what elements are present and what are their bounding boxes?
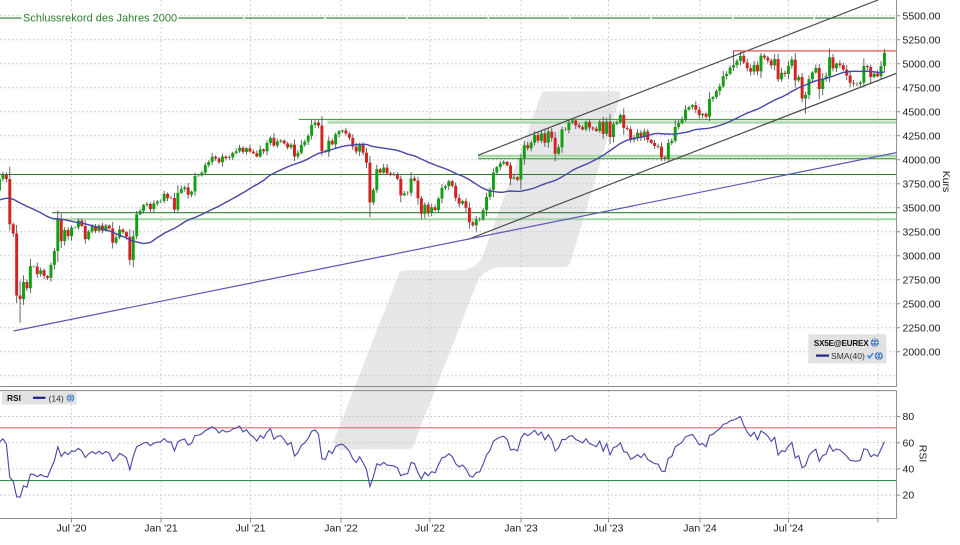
svg-text:Jul '20: Jul '20 bbox=[56, 523, 86, 535]
svg-text:4250.00: 4250.00 bbox=[903, 130, 941, 142]
svg-text:Kurs: Kurs bbox=[940, 171, 952, 193]
svg-text:RSI: RSI bbox=[7, 393, 21, 403]
svg-text:2500.00: 2500.00 bbox=[903, 298, 941, 310]
svg-text:2250.00: 2250.00 bbox=[903, 322, 941, 334]
svg-text:3500.00: 3500.00 bbox=[903, 202, 941, 214]
svg-text:Jan '23: Jan '23 bbox=[504, 523, 538, 535]
svg-text:Jul '24: Jul '24 bbox=[773, 523, 803, 535]
svg-text:20: 20 bbox=[903, 490, 915, 502]
svg-text:Jan '24: Jan '24 bbox=[683, 523, 717, 535]
svg-text:Jul '21: Jul '21 bbox=[235, 523, 265, 535]
svg-text:Jan '22: Jan '22 bbox=[324, 523, 358, 535]
svg-text:4750.00: 4750.00 bbox=[903, 82, 941, 94]
svg-text:40: 40 bbox=[903, 464, 915, 476]
svg-text:Jul '22: Jul '22 bbox=[415, 523, 445, 535]
svg-text:5250.00: 5250.00 bbox=[903, 34, 941, 46]
svg-text:(14): (14) bbox=[49, 393, 64, 403]
svg-text:3250.00: 3250.00 bbox=[903, 226, 941, 238]
svg-text:Jan '21: Jan '21 bbox=[144, 523, 178, 535]
svg-text:5000.00: 5000.00 bbox=[903, 58, 941, 70]
svg-text:5500.00: 5500.00 bbox=[903, 10, 941, 22]
svg-text:RSI: RSI bbox=[917, 445, 929, 463]
svg-text:3000.00: 3000.00 bbox=[903, 250, 941, 262]
svg-text:4500.00: 4500.00 bbox=[903, 106, 941, 118]
svg-text:2000.00: 2000.00 bbox=[903, 346, 941, 358]
svg-text:4000.00: 4000.00 bbox=[903, 154, 941, 166]
svg-text:SX5E@EUREX: SX5E@EUREX bbox=[814, 339, 869, 348]
svg-text:Schlussrekord des Jahres 2000: Schlussrekord des Jahres 2000 bbox=[23, 13, 177, 25]
svg-text:Jul '23: Jul '23 bbox=[593, 523, 623, 535]
svg-text:SMA(40): SMA(40) bbox=[831, 351, 865, 361]
svg-text:80: 80 bbox=[903, 411, 915, 423]
svg-text:3750.00: 3750.00 bbox=[903, 178, 941, 190]
svg-text:2750.00: 2750.00 bbox=[903, 274, 941, 286]
svg-text:60: 60 bbox=[903, 437, 915, 449]
